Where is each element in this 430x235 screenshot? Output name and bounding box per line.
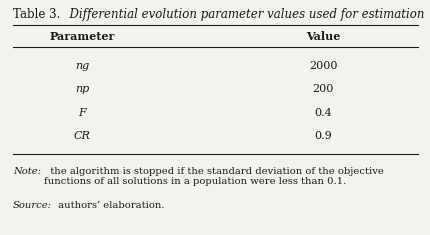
Text: Note:: Note:	[13, 167, 41, 176]
Text: Source:: Source:	[13, 201, 52, 210]
Text: 0.4: 0.4	[313, 108, 332, 118]
Text: np: np	[74, 84, 89, 94]
Text: Parameter: Parameter	[49, 31, 114, 42]
Text: CR: CR	[73, 131, 90, 141]
Text: the algorithm is stopped if the standard deviation of the objective
functions of: the algorithm is stopped if the standard…	[44, 167, 383, 186]
Text: 2000: 2000	[308, 61, 337, 71]
Text: 200: 200	[312, 84, 333, 94]
Text: Table 3.: Table 3.	[13, 8, 60, 21]
Text: Value: Value	[305, 31, 340, 42]
Text: F: F	[78, 108, 86, 118]
Text: authors’ elaboration.: authors’ elaboration.	[55, 201, 164, 210]
Text: Differential evolution parameter values used for estimation: Differential evolution parameter values …	[62, 8, 424, 21]
Text: 0.9: 0.9	[313, 131, 332, 141]
Text: ng: ng	[74, 61, 89, 71]
